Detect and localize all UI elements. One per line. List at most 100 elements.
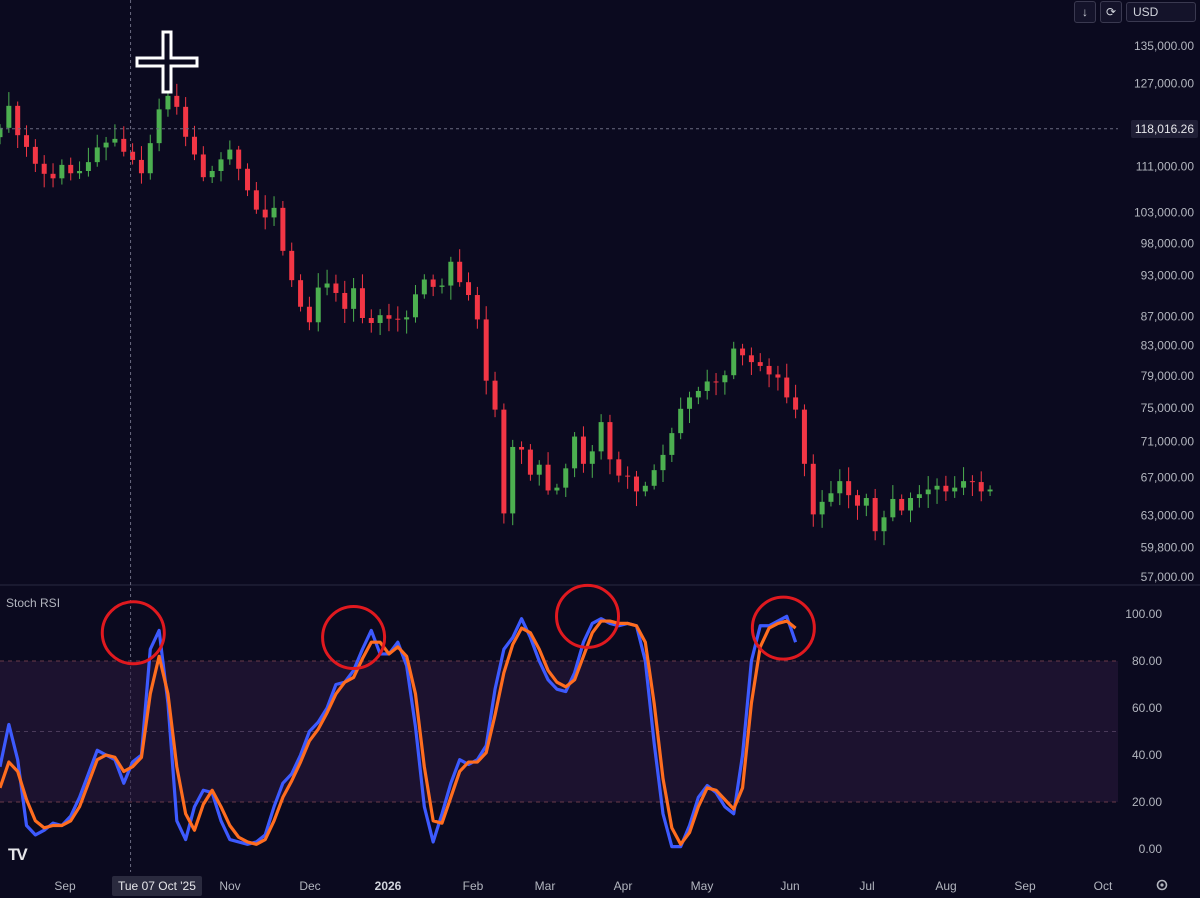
candle-body: [678, 408, 684, 434]
candle-body: [563, 468, 569, 488]
candle-body: [218, 159, 224, 172]
candle-body: [236, 149, 242, 169]
candle-body: [68, 164, 74, 174]
price-pane[interactable]: 135,000.00 127,000.00 111,000.00 103,000.00…: [0, 0, 1200, 872]
candle-down: [519, 441, 525, 464]
candle-body: [908, 498, 914, 511]
candle-up: [6, 92, 12, 133]
price-tick-label: 63,000.00: [1141, 508, 1195, 522]
price-tick-label: 103,000.00: [1134, 206, 1194, 220]
candle-down: [775, 365, 781, 391]
candle-down: [262, 195, 268, 230]
time-tick-label: May: [691, 879, 714, 893]
candle-down: [298, 274, 304, 312]
candle-body: [209, 171, 215, 178]
candle-body: [121, 138, 127, 152]
candle-body: [510, 446, 516, 514]
candle-down: [713, 373, 719, 396]
candle-up: [421, 274, 427, 299]
candle-body: [669, 433, 675, 455]
candle-body: [457, 261, 463, 283]
candle-body: [846, 481, 852, 496]
candle-down: [138, 146, 144, 184]
candle-up: [925, 476, 931, 508]
candle-body: [757, 362, 763, 366]
candle-down: [527, 444, 533, 481]
tradingview-logo-icon[interactable]: TV: [8, 845, 28, 864]
candle-down: [24, 125, 30, 157]
candle-up: [439, 278, 445, 294]
highlight-circle: [100, 600, 166, 666]
candle-down: [200, 146, 206, 182]
candle-body: [298, 280, 304, 307]
candle-up: [642, 481, 648, 497]
candle-body: [156, 109, 162, 144]
candle-down: [492, 371, 498, 418]
candle-up: [377, 309, 383, 335]
candle-up: [678, 397, 684, 440]
candle-up: [987, 485, 993, 496]
candle-up: [324, 269, 330, 296]
candle-down: [430, 274, 436, 297]
candle-body: [85, 162, 91, 172]
candle-up: [536, 460, 542, 486]
candle-down: [810, 454, 816, 527]
candle-down: [342, 280, 348, 323]
candle-body: [819, 501, 825, 515]
candle-body: [439, 285, 445, 287]
top-toolbar: ↓ ⟳ USD: [1074, 0, 1200, 24]
candle-up: [156, 98, 162, 152]
candle-body: [32, 146, 38, 164]
candle-body: [572, 436, 578, 469]
candle-down: [784, 363, 790, 404]
candle-down: [474, 286, 480, 329]
candle-up: [669, 427, 675, 463]
candle-up: [828, 481, 834, 507]
candle-down: [245, 163, 251, 197]
candle-up: [227, 140, 233, 165]
candle-down: [943, 475, 949, 501]
candle-down: [633, 470, 639, 507]
candle-up: [651, 464, 657, 490]
stoch-rsi-pane[interactable]: 100.00 80.00 60.00 40.00 20.00 0.00: [0, 583, 1162, 856]
candle-up: [704, 369, 710, 400]
time-axis[interactable]: Sep Oct Nov Dec 2026 Feb Mar Apr May Jun Jul Aug Sep…: [54, 879, 1113, 893]
candle-up: [563, 463, 569, 497]
candle-body: [351, 288, 357, 309]
candle-body: [368, 318, 374, 323]
candle-up: [863, 493, 869, 517]
candle-up: [589, 445, 595, 478]
candle-down: [280, 201, 286, 256]
arrow-down-icon[interactable]: ↓: [1074, 1, 1096, 23]
candle-body: [554, 487, 560, 491]
time-tick-label: Apr: [614, 879, 633, 893]
candle-body: [519, 446, 525, 450]
candle-body: [315, 287, 321, 323]
refresh-icon[interactable]: ⟳: [1100, 1, 1122, 23]
candle-down: [174, 83, 180, 115]
candle-body: [6, 105, 12, 128]
candle-up: [315, 273, 321, 332]
candle-up: [103, 136, 109, 161]
currency-selector[interactable]: USD: [1126, 2, 1196, 22]
candle-body: [943, 485, 949, 492]
candle-up: [961, 467, 967, 496]
candle-body: [138, 159, 144, 174]
candle-down: [236, 145, 242, 181]
candle-body: [881, 517, 887, 532]
candle-down: [41, 155, 47, 188]
crosshair-price-label: 118,016.26: [1130, 120, 1198, 138]
candle-up: [209, 165, 215, 184]
candle-up: [952, 476, 958, 498]
candle-down: [846, 467, 852, 509]
candle-up: [934, 478, 940, 504]
gear-icon[interactable]: [1155, 878, 1169, 892]
candle-down: [253, 182, 259, 214]
candle-body: [333, 283, 339, 293]
time-tick-label: Aug: [935, 879, 956, 893]
candle-body: [899, 498, 905, 511]
candle-down: [386, 303, 392, 332]
candle-down: [969, 475, 975, 496]
candle-body: [740, 348, 746, 356]
